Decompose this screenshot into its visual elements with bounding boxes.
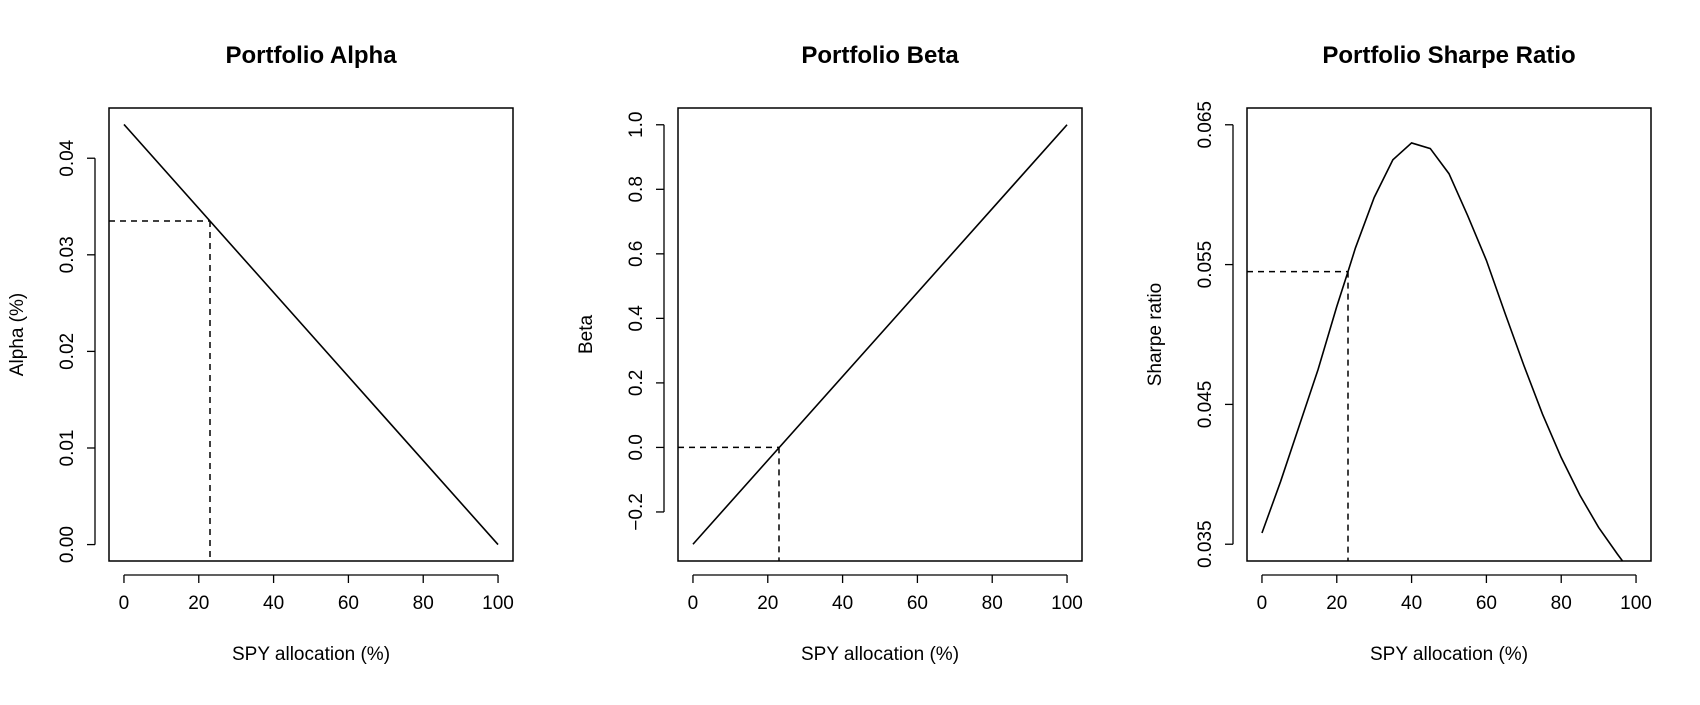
data-line xyxy=(692,124,1068,545)
y-tick-label: 0.065 xyxy=(1195,101,1216,149)
y-axis-label: Sharpe ratio xyxy=(1145,283,1166,387)
x-tick-label: 60 xyxy=(907,593,928,614)
x-axis-label: SPY allocation (%) xyxy=(1370,644,1528,665)
y-tick-label: 0.6 xyxy=(626,241,647,267)
y-tick-label: −0.2 xyxy=(626,493,647,531)
plot-frame xyxy=(677,107,1083,562)
y-tick-label: 0.2 xyxy=(626,370,647,396)
y-tick-label: 0.03 xyxy=(57,236,78,273)
y-tick-label: 0.8 xyxy=(626,176,647,202)
x-tick-label: 60 xyxy=(1476,593,1497,614)
y-tick-label: 0.055 xyxy=(1195,241,1216,289)
x-axis-label: SPY allocation (%) xyxy=(801,644,959,665)
x-tick-label: 0 xyxy=(1257,593,1268,614)
panel: Portfolio Sharpe Ratio 0 20 40 60 80 100 SPY al… xyxy=(1145,42,1652,665)
x-tick-label: 20 xyxy=(1326,593,1347,614)
x-tick-label: 80 xyxy=(1551,593,1572,614)
x-tick-label: 40 xyxy=(832,593,853,614)
x-tick-label: 100 xyxy=(1620,593,1652,614)
y-tick-label: 0.045 xyxy=(1195,381,1216,429)
plot-frame xyxy=(108,107,514,562)
x-axis-label: SPY allocation (%) xyxy=(232,644,390,665)
y-tick-label: 0.0 xyxy=(626,434,647,460)
x-tick-label: 40 xyxy=(1401,593,1422,614)
x-tick-label: 80 xyxy=(413,593,434,614)
y-tick-label: 0.01 xyxy=(57,429,78,466)
x-tick-label: 60 xyxy=(338,593,359,614)
y-tick-label: 0.04 xyxy=(57,139,78,176)
x-tick-label: 0 xyxy=(688,593,699,614)
x-tick-label: 100 xyxy=(1051,593,1083,614)
y-tick-label: 0.00 xyxy=(57,526,78,563)
x-tick-label: 20 xyxy=(188,593,209,614)
data-line xyxy=(123,123,499,546)
chart-title: Portfolio Alpha xyxy=(225,42,397,69)
y-tick-label: 1.0 xyxy=(626,112,647,138)
y-tick-label: 0.02 xyxy=(57,333,78,370)
y-axis-label: Alpha (%) xyxy=(7,293,28,376)
x-tick-label: 20 xyxy=(757,593,778,614)
y-axis-label: Beta xyxy=(576,315,597,355)
x-tick-label: 100 xyxy=(482,593,514,614)
panel: Portfolio Beta 0 20 40 60 80 100 SPY allocation… xyxy=(576,42,1083,665)
y-tick-label: 0.035 xyxy=(1195,520,1216,568)
panel: Portfolio Alpha 0 20 40 60 80 100 SPY allocatio… xyxy=(7,42,514,665)
x-tick-label: 80 xyxy=(982,593,1003,614)
plot-frame xyxy=(1246,107,1652,562)
chart-title: Portfolio Sharpe Ratio xyxy=(1322,42,1575,69)
x-tick-label: 40 xyxy=(263,593,284,614)
y-tick-label: 0.4 xyxy=(626,305,647,332)
data-line xyxy=(1261,142,1624,561)
chart-title: Portfolio Beta xyxy=(801,42,959,69)
x-tick-label: 0 xyxy=(119,593,130,614)
